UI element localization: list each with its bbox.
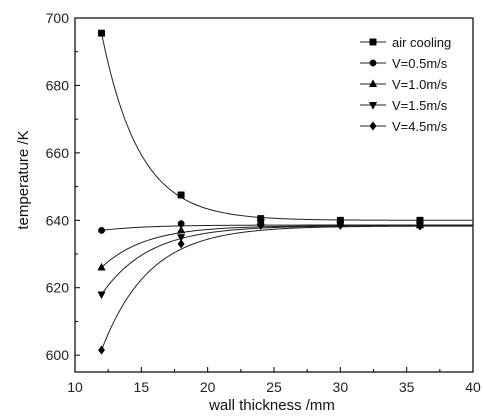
x-tick-label: 25 — [266, 379, 282, 395]
data-point — [177, 234, 186, 242]
plot-frame — [74, 17, 474, 373]
axes: 10 15 20 25 30 35 40 600 620 640 660 680 700 — [46, 10, 481, 395]
fit-curve-4 — [101, 225, 473, 295]
data-point — [177, 225, 186, 234]
data-point — [98, 29, 105, 37]
y-tick-label: 600 — [46, 347, 70, 363]
y-tick-label: 640 — [46, 212, 70, 228]
data-point — [336, 220, 344, 230]
x-tick-label: 40 — [465, 379, 481, 395]
legend-marker — [369, 121, 377, 131]
fit-curves — [101, 33, 474, 351]
data-point — [257, 220, 265, 230]
x-tick-label: 30 — [333, 379, 349, 395]
data-markers — [97, 29, 425, 355]
legend-label: V=1.0m/s — [392, 77, 448, 92]
fit-curve-2 — [101, 224, 473, 231]
x-tick-label: 15 — [134, 379, 150, 395]
y-tick-label: 660 — [46, 145, 70, 161]
legend-marker — [368, 102, 378, 110]
data-point — [98, 226, 105, 234]
x-tick-label: 10 — [67, 379, 83, 395]
y-axis-title: temperature /K — [15, 130, 32, 229]
data-point — [97, 262, 106, 271]
legend-label: V=0.5m/s — [392, 56, 448, 71]
y-tick-label: 700 — [46, 10, 70, 26]
data-point — [416, 221, 424, 231]
data-point — [177, 239, 185, 249]
fit-curve-1 — [101, 33, 474, 221]
fit-curve-5 — [101, 225, 473, 351]
x-axis-title: wall thickness /mm — [208, 397, 335, 414]
legend-marker — [369, 59, 377, 67]
data-point — [97, 291, 106, 300]
x-tick-label: 20 — [200, 379, 216, 395]
data-point — [177, 191, 185, 199]
x-tick-label: 35 — [399, 379, 415, 395]
y-tick-label: 620 — [46, 280, 70, 296]
data-point — [98, 345, 106, 355]
y-tick-label: 680 — [46, 77, 70, 93]
legend-marker — [369, 38, 377, 46]
legend-label: air cooling — [392, 35, 451, 50]
legend-marker — [368, 79, 378, 87]
legend-label: V=4.5m/s — [392, 119, 448, 134]
legend: air cooling V=0.5m/s V=1.0m/s V=1.5m/s V=4.5… — [360, 35, 451, 134]
legend-label: V=1.5m/s — [392, 98, 448, 113]
